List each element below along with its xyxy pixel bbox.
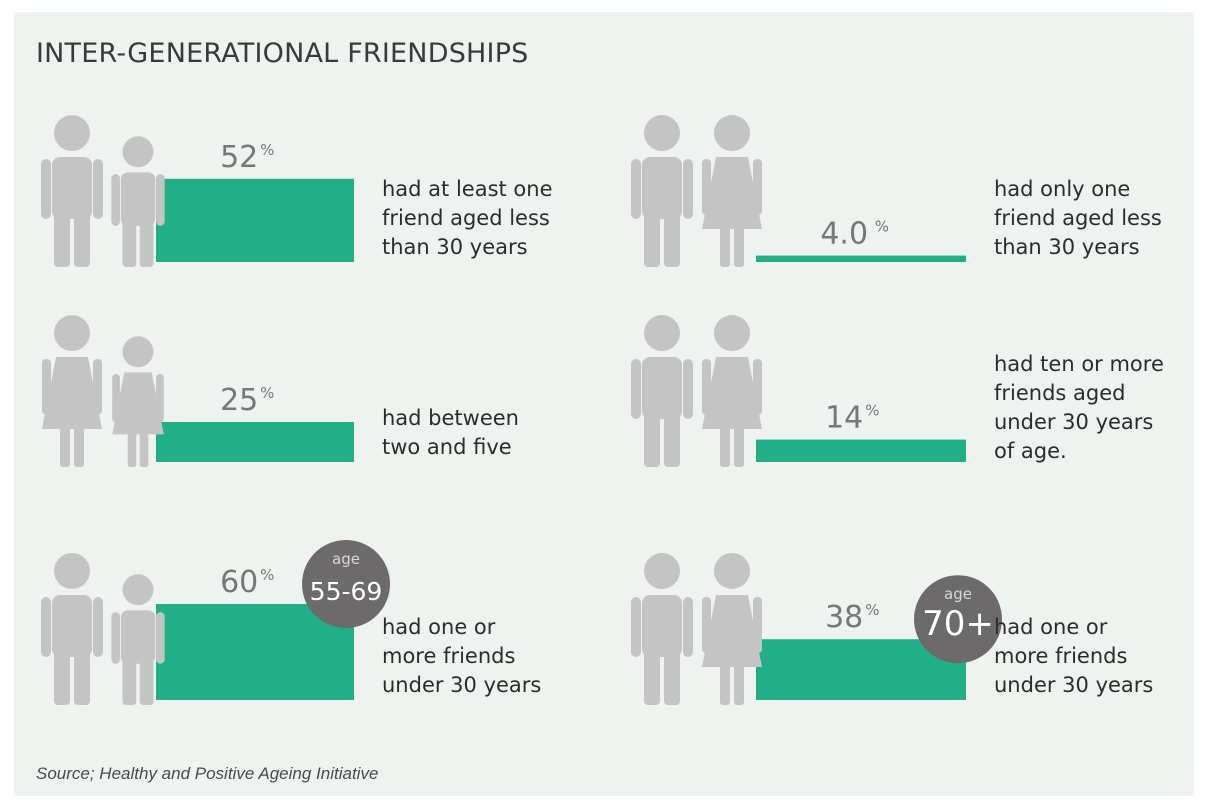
man-figure-icon: [41, 115, 103, 267]
percent-sign: %: [865, 402, 879, 420]
stat-panel-graphic: 14%: [631, 315, 966, 467]
value-label-1: 52: [220, 140, 258, 175]
woman-figure-icon: [702, 115, 762, 267]
badge-age-label: age: [332, 550, 360, 568]
stat-panel-graphic: 25%: [42, 315, 354, 467]
percent-sign: %: [260, 384, 274, 402]
stat-description: had only one friend aged less than 30 ye…: [994, 177, 1162, 259]
woman-figure-icon: [702, 315, 762, 467]
man-figure-icon: [631, 115, 693, 267]
stat-description: had between two and five: [382, 406, 519, 459]
value-label-6: 38: [825, 600, 863, 635]
stat-panel-graphic: 60 % age 55-69: [41, 540, 390, 705]
badge-age-range: 55-69: [310, 577, 383, 606]
stat-panel-4: 14% had ten or more friends aged under 30…: [626, 312, 1186, 527]
woman-figure-icon: [702, 553, 762, 705]
man-figure-icon: [631, 553, 693, 705]
stat-description: had one or more friends under 30 years: [994, 615, 1154, 697]
value-label-5: 60: [220, 565, 258, 600]
percent-sign: %: [260, 566, 274, 584]
boy-figure-icon: [111, 574, 165, 705]
stat-panel-6: 38% age 70+ had one or more friends under 3…: [626, 532, 1186, 747]
stat-description: had at least one friend aged less than 3…: [382, 177, 553, 259]
bar-3: [156, 422, 354, 462]
stat-panel-1: 52% had at least one friend aged less tha…: [36, 112, 596, 327]
source-note: Source; Healthy and Positive Ageing Init…: [36, 764, 379, 783]
boy-figure-icon: [111, 136, 165, 267]
stat-panel-3: 25% had between two and five: [36, 312, 596, 527]
girl-figure-icon: [112, 336, 164, 467]
value-label-4: 14: [825, 401, 863, 436]
badge-age-label: age: [944, 585, 972, 603]
man-figure-icon: [41, 553, 103, 705]
stat-description: had ten or more friends aged under 30 ye…: [994, 352, 1164, 463]
stat-panel-graphic: 4.0%: [631, 115, 966, 267]
bar-4: [756, 439, 966, 462]
stat-panel-5: 60% age 55-69 had one or more friends under…: [36, 532, 596, 747]
age-badge: age 55-69: [302, 540, 390, 628]
infographic-title: INTER-GENERATIONAL FRIENDSHIPS: [36, 38, 529, 69]
percent-sign: %: [865, 601, 879, 619]
woman-figure-icon: [42, 315, 102, 467]
value-label-2: 4.0: [820, 217, 868, 252]
badge-age-range: 70+: [922, 604, 994, 644]
stat-panel-graphic: 52%: [41, 115, 354, 267]
stat-description: had one or more friends under 30 years: [382, 615, 542, 697]
bar-1: [156, 178, 354, 262]
bar-2: [756, 255, 966, 262]
infographic-canvas: INTER-GENERATIONAL FRIENDSHIPS 52% had at…: [14, 12, 1194, 796]
percent-sign: %: [875, 218, 889, 236]
value-label-3: 25: [220, 383, 258, 418]
man-figure-icon: [631, 315, 693, 467]
stat-panel-2: 4.0% had only one friend aged less than 3…: [626, 112, 1186, 327]
percent-sign: %: [260, 141, 274, 159]
